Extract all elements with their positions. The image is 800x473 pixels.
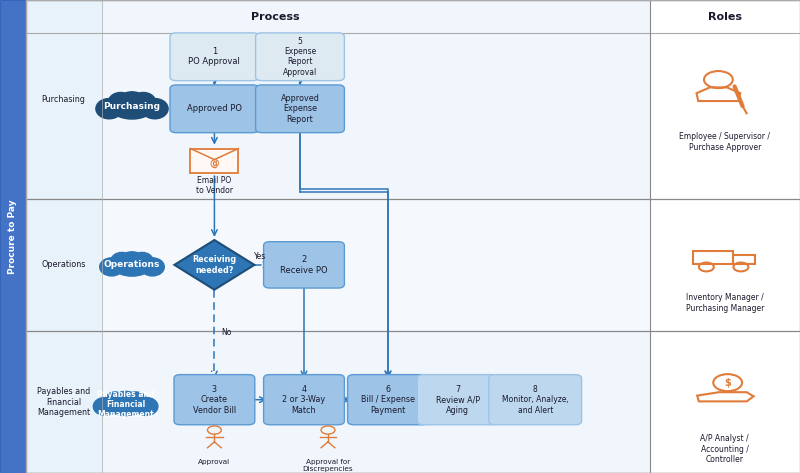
FancyBboxPatch shape — [170, 85, 259, 132]
Ellipse shape — [141, 258, 164, 276]
Ellipse shape — [116, 92, 148, 116]
FancyBboxPatch shape — [264, 242, 344, 288]
FancyBboxPatch shape — [264, 375, 344, 425]
Text: Operations: Operations — [42, 260, 86, 270]
Text: 5
Expense
Report
Approval: 5 Expense Report Approval — [283, 37, 317, 77]
Bar — [0, 0, 26, 473]
FancyBboxPatch shape — [256, 85, 344, 132]
Bar — [650, 199, 800, 331]
FancyBboxPatch shape — [418, 375, 498, 425]
Ellipse shape — [100, 258, 123, 276]
Text: Approval for
Discrepencies: Approval for Discrepencies — [302, 459, 354, 472]
FancyBboxPatch shape — [348, 375, 429, 425]
Ellipse shape — [109, 93, 133, 111]
Ellipse shape — [105, 392, 126, 409]
Text: Receiving
needed?: Receiving needed? — [192, 255, 237, 275]
Ellipse shape — [131, 93, 155, 111]
Ellipse shape — [94, 397, 117, 415]
Text: Purchasing: Purchasing — [103, 102, 161, 111]
Text: @: @ — [210, 158, 219, 168]
Text: Employee / Supervisor /
Purchase Approver: Employee / Supervisor / Purchase Approve… — [679, 132, 770, 152]
Text: 2
Receive PO: 2 Receive PO — [280, 255, 328, 275]
Bar — [26, 199, 650, 331]
Text: 6
Bill / Expense
Payment: 6 Bill / Expense Payment — [361, 385, 415, 415]
Text: 4
2 or 3-Way
Match: 4 2 or 3-Way Match — [282, 385, 326, 415]
Text: 3
Create
Vendor Bill: 3 Create Vendor Bill — [193, 385, 236, 415]
Text: Roles: Roles — [708, 11, 742, 22]
Bar — [650, 331, 800, 473]
Bar — [26, 199, 102, 331]
Ellipse shape — [115, 260, 149, 276]
FancyBboxPatch shape — [170, 33, 259, 80]
Ellipse shape — [125, 392, 146, 409]
Ellipse shape — [142, 98, 168, 119]
Text: 7
Review A/P
Aging: 7 Review A/P Aging — [435, 385, 480, 415]
Text: Approval: Approval — [198, 459, 230, 465]
Ellipse shape — [118, 252, 146, 274]
Text: Payables and
Financial
Management: Payables and Financial Management — [97, 389, 154, 420]
Ellipse shape — [113, 101, 151, 119]
Bar — [26, 331, 102, 473]
Text: Payables and
Financial
Management: Payables and Financial Management — [37, 387, 90, 417]
Text: Approved PO: Approved PO — [187, 104, 242, 114]
Text: Procure to Pay: Procure to Pay — [8, 199, 18, 274]
FancyBboxPatch shape — [174, 375, 254, 425]
Ellipse shape — [134, 397, 158, 415]
Text: Process: Process — [251, 11, 299, 22]
FancyBboxPatch shape — [489, 375, 582, 425]
Text: Purchasing: Purchasing — [42, 95, 86, 104]
Text: Approved
Expense
Report: Approved Expense Report — [281, 94, 319, 124]
Bar — [26, 331, 650, 473]
Ellipse shape — [111, 253, 133, 269]
Bar — [190, 149, 238, 173]
Text: 8
Monitor, Analyze,
and Alert: 8 Monitor, Analyze, and Alert — [502, 385, 569, 415]
Text: Email PO
to Vendor: Email PO to Vendor — [196, 176, 233, 195]
Bar — [734, 254, 755, 264]
Polygon shape — [174, 240, 254, 289]
Ellipse shape — [96, 98, 122, 119]
Text: $: $ — [724, 377, 731, 388]
Bar — [693, 251, 734, 264]
Ellipse shape — [131, 253, 153, 269]
Bar — [650, 0, 800, 199]
Bar — [26, 0, 102, 199]
Text: A/P Analyst /
Accounting /
Controller: A/P Analyst / Accounting / Controller — [701, 434, 749, 464]
Text: 1
PO Approval: 1 PO Approval — [189, 47, 240, 67]
Text: Yes: Yes — [254, 252, 266, 261]
FancyBboxPatch shape — [256, 33, 344, 80]
Bar — [26, 0, 650, 199]
Ellipse shape — [109, 400, 142, 416]
Text: Inventory Manager /
Purchasing Manager: Inventory Manager / Purchasing Manager — [686, 293, 764, 313]
Ellipse shape — [111, 391, 140, 413]
Text: No: No — [221, 327, 231, 337]
Text: Operations: Operations — [104, 260, 160, 270]
